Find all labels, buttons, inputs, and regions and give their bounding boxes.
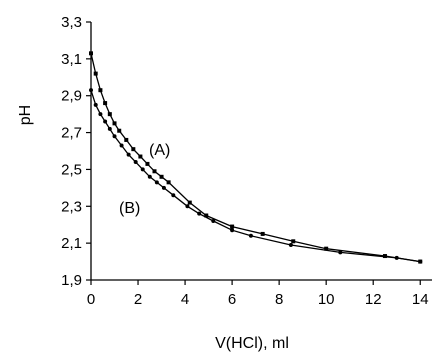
- y-tick-label: 2,9: [61, 88, 82, 105]
- data-point: [230, 224, 235, 229]
- data-point: [394, 255, 399, 260]
- y-tick-label: 2,3: [61, 198, 82, 215]
- x-tick-label: 0: [87, 291, 95, 308]
- data-point: [147, 174, 152, 179]
- data-point: [107, 112, 112, 117]
- x-tick-label: 12: [365, 291, 382, 308]
- x-tick-label: 6: [228, 291, 236, 308]
- y-tick-label: 3,3: [61, 14, 82, 31]
- data-point: [133, 160, 138, 165]
- y-tick-label: 2,5: [61, 161, 82, 178]
- series-label-b: (B): [119, 200, 140, 217]
- data-point: [197, 211, 202, 216]
- data-point: [98, 88, 103, 93]
- series-layer: [89, 51, 423, 264]
- data-point: [138, 154, 143, 159]
- data-point: [117, 128, 122, 133]
- data-point: [166, 180, 171, 185]
- data-point: [126, 152, 131, 157]
- data-point: [107, 126, 112, 131]
- data-point: [288, 242, 293, 247]
- x-tick-label: 2: [134, 291, 142, 308]
- data-point: [112, 121, 117, 126]
- data-point: [187, 200, 192, 205]
- data-point: [98, 112, 103, 117]
- series-b: [89, 88, 423, 264]
- x-ticks: 0 2 4 6 8 10 12 14: [87, 280, 429, 308]
- series-line: [90, 90, 421, 263]
- y-tick-label: 2,1: [61, 235, 82, 252]
- y-tick-label: 2,7: [61, 125, 82, 142]
- x-tick-label: 8: [275, 291, 283, 308]
- x-axis-title: V(HCl), ml: [215, 335, 289, 352]
- y-ticks: 1,9 2,1 2,3 2,5 2,7 2,9 3,1 3,3: [61, 14, 91, 289]
- data-point: [93, 71, 98, 76]
- data-point: [260, 231, 265, 236]
- data-point: [124, 137, 129, 142]
- data-point: [291, 239, 296, 244]
- data-point: [103, 101, 108, 106]
- data-point: [119, 143, 124, 148]
- data-point: [89, 88, 93, 93]
- data-point: [248, 233, 253, 238]
- data-point: [103, 119, 108, 124]
- x-tick-label: 10: [318, 291, 335, 308]
- data-point: [89, 51, 93, 56]
- data-point: [93, 102, 98, 107]
- data-point: [112, 134, 117, 139]
- data-point: [131, 147, 136, 152]
- data-point: [159, 174, 164, 179]
- data-point: [140, 167, 145, 172]
- data-point: [338, 250, 343, 255]
- y-axis-title: pH: [17, 105, 34, 125]
- y-tick-label: 1,9: [61, 272, 82, 289]
- data-point: [154, 180, 159, 185]
- series-line: [90, 53, 421, 263]
- x-tick-label: 14: [412, 291, 429, 308]
- data-point: [230, 228, 235, 233]
- x-tick-label: 4: [181, 291, 189, 308]
- data-point: [211, 219, 216, 224]
- data-point: [418, 259, 423, 264]
- data-point: [185, 204, 190, 209]
- data-point: [161, 185, 166, 190]
- data-point: [152, 169, 157, 174]
- data-point: [382, 254, 387, 259]
- series-a: [89, 51, 423, 264]
- data-point: [324, 246, 329, 251]
- data-point: [171, 193, 176, 198]
- data-point: [204, 213, 209, 218]
- y-tick-label: 3,1: [61, 51, 82, 68]
- data-point: [145, 161, 150, 166]
- series-label-a: (A): [149, 142, 170, 159]
